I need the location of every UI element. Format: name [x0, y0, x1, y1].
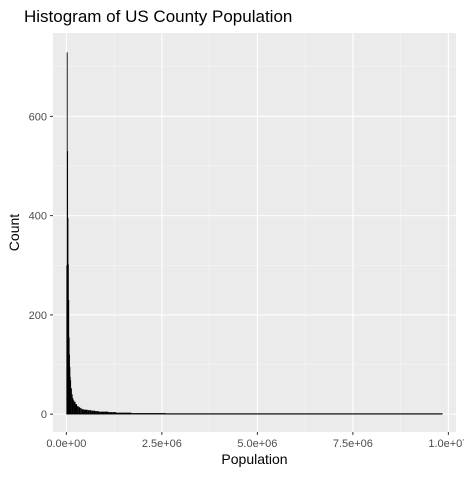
y-axis-title: Count — [6, 214, 22, 251]
histogram-bar — [108, 412, 113, 415]
histogram-bar — [87, 410, 90, 415]
plot-panel — [53, 33, 456, 432]
y-axis: 0 200 400 600 — [29, 111, 53, 421]
histogram-bar — [112, 412, 117, 415]
histogram-bar — [80, 408, 82, 415]
x-tick-label: 2.5e+06 — [142, 438, 182, 450]
x-axis: 0.0e+00 2.5e+06 5.0e+06 7.5e+06 1.0e+07 — [46, 432, 464, 450]
x-tick-label: 5.0e+06 — [237, 438, 277, 450]
y-tick-label: 200 — [29, 310, 47, 322]
histogram-bar — [73, 400, 75, 415]
histogram-bar — [95, 411, 97, 415]
histogram-bar — [72, 398, 74, 415]
x-axis-title: Population — [221, 451, 287, 467]
y-tick-label: 400 — [29, 211, 47, 223]
histogram-bar — [100, 411, 105, 415]
x-tick-label: 1.0e+07 — [428, 438, 464, 450]
histogram-bar — [75, 404, 78, 415]
histogram-bar — [91, 410, 94, 415]
histogram-bar — [70, 380, 72, 415]
histogram-bar — [98, 411, 101, 415]
histogram-bar-tail — [66, 413, 443, 415]
minor-gridlines — [53, 33, 456, 432]
histogram-bar — [74, 401, 76, 415]
histogram-bar — [96, 411, 99, 415]
histogram-bar — [85, 409, 88, 415]
histogram-bar — [104, 411, 109, 415]
histogram-bar — [78, 407, 81, 415]
histogram-bar — [81, 409, 84, 415]
chart-title: Histogram of US County Population — [24, 7, 292, 26]
y-tick-label: 600 — [29, 111, 47, 123]
histogram-bar — [70, 388, 72, 415]
histogram-bars — [66, 52, 443, 415]
histogram-bar — [77, 406, 79, 415]
histogram-bar — [71, 394, 73, 415]
histogram-bar — [89, 410, 92, 415]
x-tick-label: 0.0e+00 — [46, 438, 86, 450]
x-tick-label: 7.5e+06 — [333, 438, 373, 450]
histogram-bar — [93, 410, 96, 415]
histogram-bar — [83, 409, 86, 415]
y-tick-label: 0 — [41, 409, 47, 421]
